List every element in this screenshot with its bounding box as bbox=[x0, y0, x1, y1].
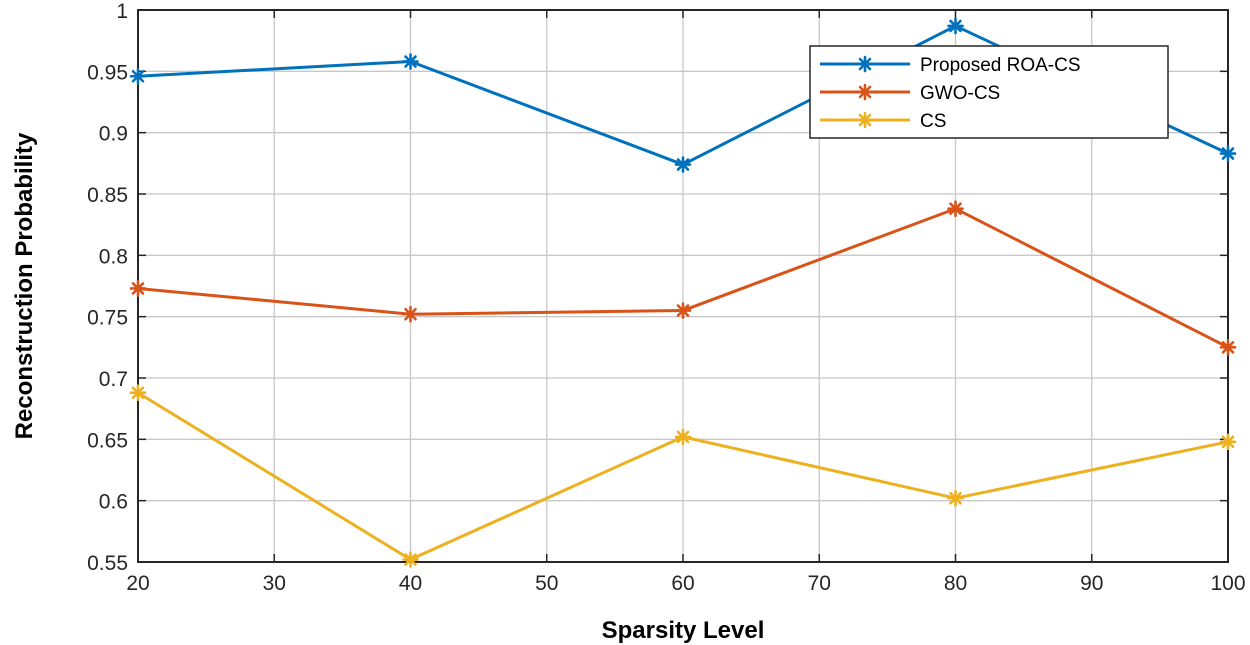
x-tick-label: 20 bbox=[126, 572, 149, 595]
legend-item: CS bbox=[820, 111, 946, 132]
data-point bbox=[1219, 145, 1237, 162]
y-tick-label: 0.95 bbox=[87, 61, 128, 84]
y-axis-title: Reconstruction Probability bbox=[11, 132, 38, 439]
data-point bbox=[129, 67, 147, 85]
data-point bbox=[1219, 433, 1237, 451]
x-tick-label: 40 bbox=[399, 572, 422, 595]
legend-label: GWO-CS bbox=[920, 83, 1000, 104]
x-tick-label: 50 bbox=[535, 572, 558, 595]
data-point bbox=[402, 305, 419, 323]
y-tick-label: 0.6 bbox=[99, 491, 128, 514]
legend-item: Proposed ROA-CS bbox=[820, 55, 1081, 76]
x-tick-label: 30 bbox=[263, 572, 286, 595]
data-point bbox=[129, 280, 147, 297]
data-point bbox=[674, 302, 692, 319]
data-point bbox=[674, 428, 692, 446]
legend-marker bbox=[856, 55, 874, 73]
y-tick-label: 0.75 bbox=[87, 307, 128, 330]
legend-label: CS bbox=[920, 111, 946, 132]
data-point bbox=[1219, 339, 1237, 356]
data-point bbox=[402, 53, 419, 70]
y-tick-label: 0.55 bbox=[87, 552, 128, 575]
y-tick-label: 0.7 bbox=[99, 368, 128, 391]
x-tick-label: 70 bbox=[808, 572, 831, 595]
series-gwo-cs bbox=[129, 200, 1237, 356]
x-tick-label: 100 bbox=[1210, 572, 1245, 595]
axis-ticks: 20 30 40 50 60 70 80 90 100 0.55 0.6 0.65 0.7 0.75 0.8… bbox=[87, 0, 1245, 595]
y-tick-label: 1 bbox=[116, 0, 128, 23]
data-point bbox=[129, 384, 147, 402]
series-cs bbox=[129, 384, 1237, 568]
data-point bbox=[947, 200, 964, 218]
legend-item: GWO-CS bbox=[820, 83, 1000, 104]
y-tick-label: 0.9 bbox=[99, 123, 128, 146]
y-tick-label: 0.85 bbox=[87, 184, 128, 207]
data-point bbox=[674, 156, 692, 173]
data-point bbox=[947, 17, 964, 35]
y-tick-label: 0.65 bbox=[87, 429, 128, 452]
data-point bbox=[402, 551, 419, 568]
x-tick-label: 60 bbox=[671, 572, 694, 595]
legend-label: Proposed ROA-CS bbox=[920, 55, 1081, 76]
legend: Proposed ROA-CS GWO-CS CS bbox=[809, 45, 1169, 139]
x-axis-title: Sparsity Level bbox=[602, 617, 765, 644]
x-tick-label: 90 bbox=[1080, 572, 1103, 595]
legend-marker bbox=[856, 83, 874, 101]
y-tick-label: 0.8 bbox=[99, 245, 128, 268]
series-layer bbox=[129, 17, 1237, 568]
x-tick-label: 80 bbox=[944, 572, 967, 595]
data-point bbox=[947, 489, 964, 507]
legend-marker bbox=[856, 111, 874, 129]
